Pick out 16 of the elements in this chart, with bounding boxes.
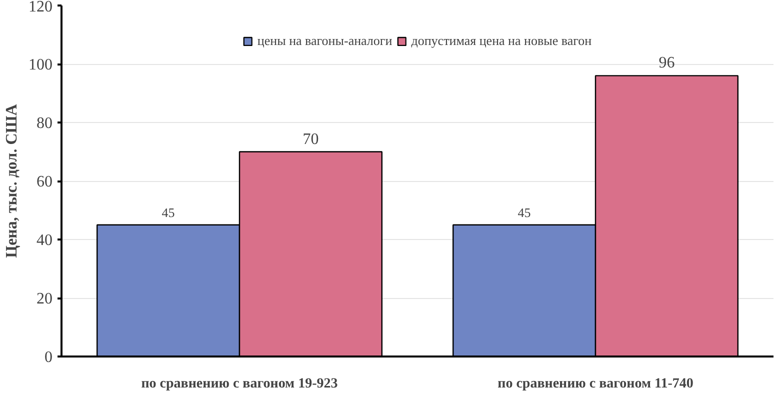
data-label: 96 xyxy=(658,54,675,72)
data-label: 45 xyxy=(162,204,175,220)
y-tick-label: 0 xyxy=(44,349,52,366)
data-label: 45 xyxy=(518,204,531,220)
y-tick-label: 60 xyxy=(36,174,52,190)
y-tick-label: 120 xyxy=(28,0,52,16)
legend-label: допустимая цена на новые вагон xyxy=(411,33,592,49)
legend-label: цены на вагоны-аналоги xyxy=(257,33,392,49)
y-tick-label: 40 xyxy=(36,232,52,249)
data-label: 70 xyxy=(302,130,319,148)
x-tick-label: по сравнению с вагоном 19-923 xyxy=(141,376,338,392)
y-tick-label: 100 xyxy=(28,56,52,74)
y-axis-title: Цена, тыс. дол. США xyxy=(4,104,20,258)
y-tick-label: 80 xyxy=(36,115,52,132)
x-tick-label: по сравнению с вагоном 11-740 xyxy=(498,376,694,392)
y-tick-label: 20 xyxy=(36,290,52,308)
